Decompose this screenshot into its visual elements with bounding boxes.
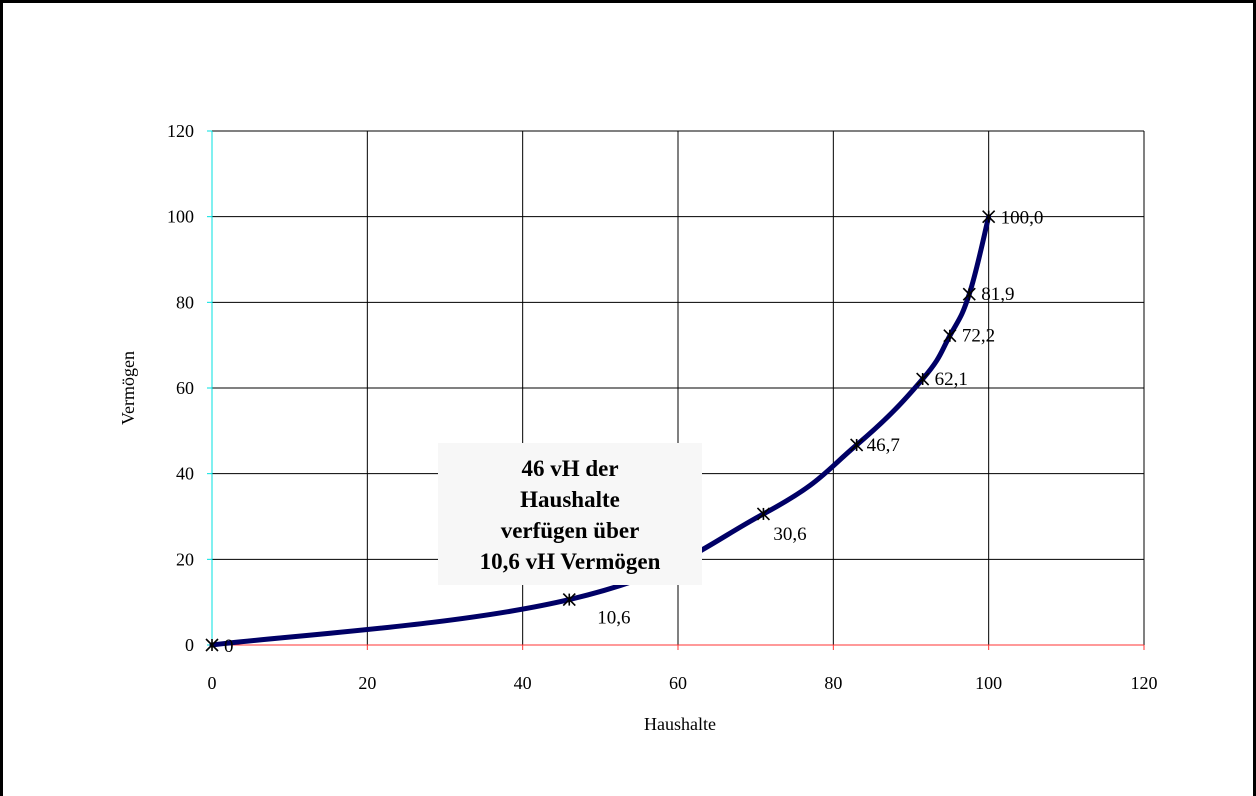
y-tick-label: 100 [167,207,194,227]
data-point-marker [562,593,576,607]
series-path [209,214,992,648]
x-tick-label: 60 [669,673,687,693]
data-markers [205,210,996,652]
y-tick-label: 40 [176,464,194,484]
annotation-line: Haushalte [520,487,620,512]
data-point-marker [962,287,976,301]
data-point-marker [850,438,864,452]
data-point-marker [756,507,770,521]
y-axis-title: Vermögen [118,351,138,425]
x-tick-label: 100 [975,673,1002,693]
data-label: 10,6 [597,608,630,629]
data-label: 72,2 [962,326,995,347]
y-tick-label: 0 [185,635,194,655]
x-axis-title: Haushalte [644,714,716,734]
data-label: 62,1 [935,369,968,390]
y-tick-label: 60 [176,378,194,398]
tick-labels: 0 20 40 60 80 100 120 0 20 40 60 80 100 120 [167,121,1158,693]
data-label: 81,9 [981,284,1014,305]
data-label: 0 [224,636,234,657]
data-point-marker [943,329,957,343]
annotation-line: 10,6 vH Vermögen [479,549,661,574]
annotation-line: 46 vH der [521,456,619,481]
x-tick-label: 80 [824,673,842,693]
data-label: 30,6 [773,524,806,545]
annotation-box: 46 vH der Haushalte verfügen über 10,6 v… [438,443,702,585]
y-tick-label: 20 [176,549,194,569]
x-tick-label: 0 [208,673,217,693]
annotation-line: verfügen über [500,518,640,543]
x-tick-label: 120 [1131,673,1158,693]
data-label: 100,0 [1001,208,1044,229]
series-line [209,214,992,648]
x-tick-label: 20 [358,673,376,693]
data-point-marker [205,638,219,652]
data-point-marker [916,372,930,386]
data-label: 46,7 [867,435,900,456]
x-tick-label: 40 [514,673,532,693]
y-tick-label: 80 [176,292,194,312]
y-tick-label: 120 [167,121,194,141]
data-point-marker [982,210,996,224]
data-labels: 0 10,6 30,6 46,7 62,1 72,2 81,9 100,0 [224,208,1043,657]
